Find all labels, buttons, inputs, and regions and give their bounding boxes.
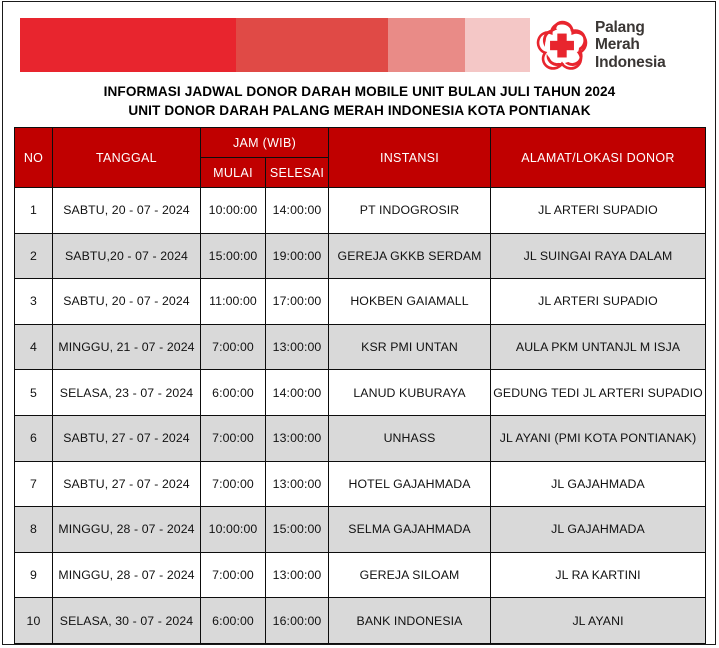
cell-instansi: GEREJA SILOAM [328, 551, 492, 599]
cell-selesai: 13:00:00 [264, 551, 330, 599]
cell-selesai: 19:00:00 [264, 232, 330, 280]
cell-no: 7 [14, 460, 53, 508]
table-row: 3 SABTU, 20 - 07 - 2024 11:00:00 17:00:00 HO… [14, 278, 707, 325]
cell-selesai: 13:00:00 [264, 414, 330, 462]
cell-selesai: 13:00:00 [264, 460, 330, 508]
table-row: 2 SABTU,20 - 07 - 2024 15:00:00 19:00:00 GER… [14, 232, 707, 280]
cell-instansi: GEREJA GKKB SERDAM [328, 232, 492, 280]
cell-instansi: HOTEL GAJAHMADA [328, 460, 492, 508]
table-row: 4 MINGGU, 21 - 07 - 2024 7:00:00 13:00:00 KS… [14, 323, 707, 371]
cell-tanggal: SABTU, 27 - 07 - 2024 [52, 460, 201, 508]
cell-selesai: 14:00:00 [264, 187, 330, 234]
cell-selesai: 13:00:00 [264, 323, 330, 371]
column-header-tanggal: TANGGAL [52, 127, 201, 188]
cell-instansi: BANK INDONESIA [328, 597, 492, 644]
cell-no: 6 [14, 414, 53, 462]
cell-alamat: JL ARTERI SUPADIO [490, 187, 707, 234]
cell-mulai: 10:00:00 [200, 187, 266, 234]
cell-alamat: JL GAJAHMADA [490, 506, 707, 553]
cell-selesai: 14:00:00 [264, 369, 330, 416]
cell-mulai: 6:00:00 [200, 369, 266, 416]
cell-mulai: 11:00:00 [200, 278, 266, 325]
cell-selesai: 15:00:00 [264, 506, 330, 553]
logo-text-line-1: Palang [595, 18, 645, 36]
table-row: 7 SABTU, 27 - 07 - 2024 7:00:00 13:00:00 HOT… [14, 460, 707, 508]
column-header-mulai: MULAI [200, 157, 266, 188]
cell-mulai: 7:00:00 [200, 551, 266, 599]
cell-instansi: KSR PMI UNTAN [328, 323, 492, 371]
donor-schedule-table: NO TANGGAL JAM (WIB) INSTANSI ALAMAT/LOK… [14, 127, 707, 644]
cell-tanggal: SELASA, 30 - 07 - 2024 [52, 597, 201, 644]
table-row: 5 SELASA, 23 - 07 - 2024 6:00:00 14:00:00 LA… [14, 369, 707, 416]
cell-tanggal: SELASA, 23 - 07 - 2024 [52, 369, 201, 416]
cell-no: 9 [14, 551, 53, 599]
cell-instansi: PT INDOGROSIR [328, 187, 492, 234]
cell-no: 4 [14, 323, 53, 371]
pmi-logo: Palang Merah Indonesia [536, 16, 708, 74]
cell-no: 2 [14, 232, 53, 280]
banner-band-1 [20, 18, 236, 72]
cell-alamat: AULA PKM UNTANJL M ISJA [490, 323, 707, 371]
table-row: 10 SELASA, 30 - 07 - 2024 6:00:00 16:00:00 B… [14, 597, 707, 644]
cell-instansi: SELMA GAJAHMADA [328, 506, 492, 553]
column-header-alamat: ALAMAT/LOKASI DONOR [490, 127, 707, 188]
table-row: 9 MINGGU, 28 - 07 - 2024 7:00:00 13:00:00 GE… [14, 551, 707, 599]
table-header-row-1: NO TANGGAL JAM (WIB) INSTANSI ALAMAT/LOK… [14, 127, 707, 188]
cell-mulai: 7:00:00 [200, 323, 266, 371]
table-header: NO TANGGAL JAM (WIB) INSTANSI ALAMAT/LOK… [14, 127, 707, 188]
cell-mulai: 10:00:00 [200, 506, 266, 553]
table-header-row-2: MULAI SELESAI [15, 157, 706, 188]
pmi-logo-text: Palang Merah Indonesia [595, 19, 666, 71]
cell-tanggal: SABTU, 27 - 07 - 2024 [52, 414, 201, 462]
banner-band-2 [236, 18, 388, 72]
cell-alamat: JL SUINGAI RAYA DALAM [490, 232, 707, 280]
cell-mulai: 6:00:00 [200, 597, 266, 644]
cell-instansi: UNHASS [328, 414, 492, 462]
cell-tanggal: SABTU, 20 - 07 - 2024 [52, 278, 201, 325]
column-header-instansi: INSTANSI [328, 127, 492, 188]
cell-no: 1 [14, 187, 53, 234]
table-row: 1 SABTU, 20 - 07 - 2024 10:00:00 14:00:00 PT… [14, 187, 707, 234]
cell-no: 3 [14, 278, 53, 325]
table-row: 8 MINGGU, 28 - 07 - 2024 10:00:00 15:00:00 S… [14, 506, 707, 553]
cell-alamat: GEDUNG TEDI JL ARTERI SUPADIO [490, 369, 707, 416]
banner-band-4 [465, 18, 530, 72]
title-line-2: UNIT DONOR DARAH PALANG MERAH INDONESIA … [128, 103, 591, 118]
cell-mulai: 15:00:00 [200, 232, 266, 280]
cell-alamat: JL AYANI (PMI KOTA PONTIANAK) [490, 414, 707, 462]
cell-no: 10 [14, 597, 53, 644]
banner-band-3 [388, 18, 465, 72]
poster-title: INFORMASI JADWAL DONOR DARAH MOBILE UNIT… [0, 82, 719, 120]
table-row: 6 SABTU, 27 - 07 - 2024 7:00:00 13:00:00 UNH… [14, 414, 707, 462]
cell-mulai: 7:00:00 [200, 414, 266, 462]
cell-tanggal: SABTU, 20 - 07 - 2024 [52, 187, 201, 234]
cell-tanggal: MINGGU, 28 - 07 - 2024 [52, 551, 201, 599]
cell-selesai: 16:00:00 [264, 597, 330, 644]
cell-instansi: HOKBEN GAIAMALL [328, 278, 492, 325]
cell-alamat: JL RA KARTINI [490, 551, 707, 599]
logo-text-line-3: Indonesia [595, 53, 666, 71]
column-header-no: NO [14, 127, 53, 188]
cell-alamat: JL GAJAHMADA [490, 460, 707, 508]
cell-instansi: LANUD KUBURAYA [328, 369, 492, 416]
cell-tanggal: MINGGU, 28 - 07 - 2024 [52, 506, 201, 553]
pmi-cinquefoil-red-cross-icon [536, 20, 588, 70]
cell-alamat: JL ARTERI SUPADIO [490, 278, 707, 325]
column-header-selesai: SELESAI [264, 157, 330, 188]
column-header-jam: JAM (WIB) [199, 127, 330, 158]
cell-alamat: JL AYANI [490, 597, 707, 644]
cell-mulai: 7:00:00 [200, 460, 266, 508]
cell-selesai: 17:00:00 [264, 278, 330, 325]
cell-no: 8 [14, 506, 53, 553]
logo-text-line-2: Merah [595, 36, 640, 54]
cell-tanggal: MINGGU, 21 - 07 - 2024 [52, 323, 201, 371]
cell-no: 5 [14, 369, 53, 416]
title-line-1: INFORMASI JADWAL DONOR DARAH MOBILE UNIT… [103, 84, 616, 99]
decorative-color-banner [20, 18, 530, 72]
table-body: 1 SABTU, 20 - 07 - 2024 10:00:00 14:00:00 PT… [14, 187, 707, 644]
cell-tanggal: SABTU,20 - 07 - 2024 [52, 232, 201, 280]
